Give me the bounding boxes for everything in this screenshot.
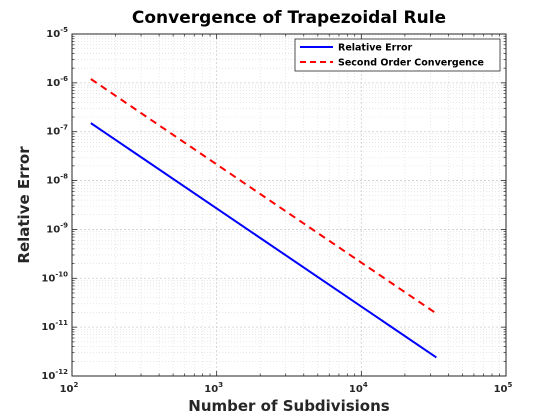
y-tick-label: 10-8 (46, 173, 68, 187)
y-tick-label: 10-6 (46, 75, 68, 89)
x-tick-label: 105 (494, 381, 513, 395)
legend: Relative Error Second Order Convergence (294, 38, 501, 72)
y-tick-label: 10-7 (46, 124, 68, 138)
y-tick-label: 10-11 (41, 319, 68, 333)
series-layer (90, 78, 437, 359)
chart-title: Convergence of Trapezoidal Rule (132, 8, 446, 28)
y-tick-base: 10 (46, 127, 60, 138)
y-tick-base: 10 (41, 371, 55, 382)
y-tick-exponent: -11 (55, 319, 68, 327)
tick-marks (71, 33, 507, 377)
minor-grid (72, 34, 506, 376)
y-tick-exponent: -9 (60, 221, 68, 229)
x-tick-exponent: 5 (508, 381, 513, 389)
plot-area (72, 34, 506, 376)
y-tick-exponent: -7 (60, 124, 68, 132)
plot-frame (71, 33, 507, 377)
y-tick-base: 10 (41, 322, 55, 333)
y-axis-label: Relative Error (15, 146, 33, 264)
series-line-second-order (90, 78, 437, 315)
x-tick-base: 10 (349, 384, 363, 395)
y-tick-label: 10-9 (46, 221, 68, 235)
legend-box (294, 38, 501, 72)
y-tick-base: 10 (46, 224, 60, 235)
y-tick-exponent: -12 (55, 368, 68, 376)
y-tick-label: 10-12 (41, 368, 68, 382)
x-tick-base: 10 (204, 384, 218, 395)
y-tick-exponent: -6 (60, 75, 68, 83)
y-tick-exponent: -8 (60, 173, 68, 181)
y-tick-base: 10 (46, 176, 60, 187)
x-tick-label: 104 (349, 381, 368, 395)
x-axis-label: Number of Subdivisions (188, 397, 390, 415)
x-tick-base: 10 (60, 384, 74, 395)
series-line-relative-error (90, 122, 437, 359)
x-tick-label: 103 (204, 381, 223, 395)
y-tick-label: 10-10 (41, 270, 68, 284)
x-tick-exponent: 3 (218, 381, 223, 389)
y-tick-base: 10 (41, 273, 55, 284)
x-tick-exponent: 4 (363, 381, 368, 389)
x-tick-label: 102 (60, 381, 79, 395)
y-tick-exponent: -5 (60, 26, 68, 34)
legend-label-second-order: Second Order Convergence (338, 58, 484, 69)
y-tick-label: 10-5 (46, 26, 68, 40)
x-tick-labels: 102 103 104 105 (60, 381, 513, 395)
x-tick-base: 10 (494, 384, 508, 395)
y-tick-base: 10 (46, 29, 60, 40)
y-tick-exponent: -10 (55, 270, 68, 278)
legend-label-relative-error: Relative Error (338, 43, 413, 54)
y-tick-base: 10 (46, 78, 60, 89)
x-tick-exponent: 2 (74, 381, 79, 389)
